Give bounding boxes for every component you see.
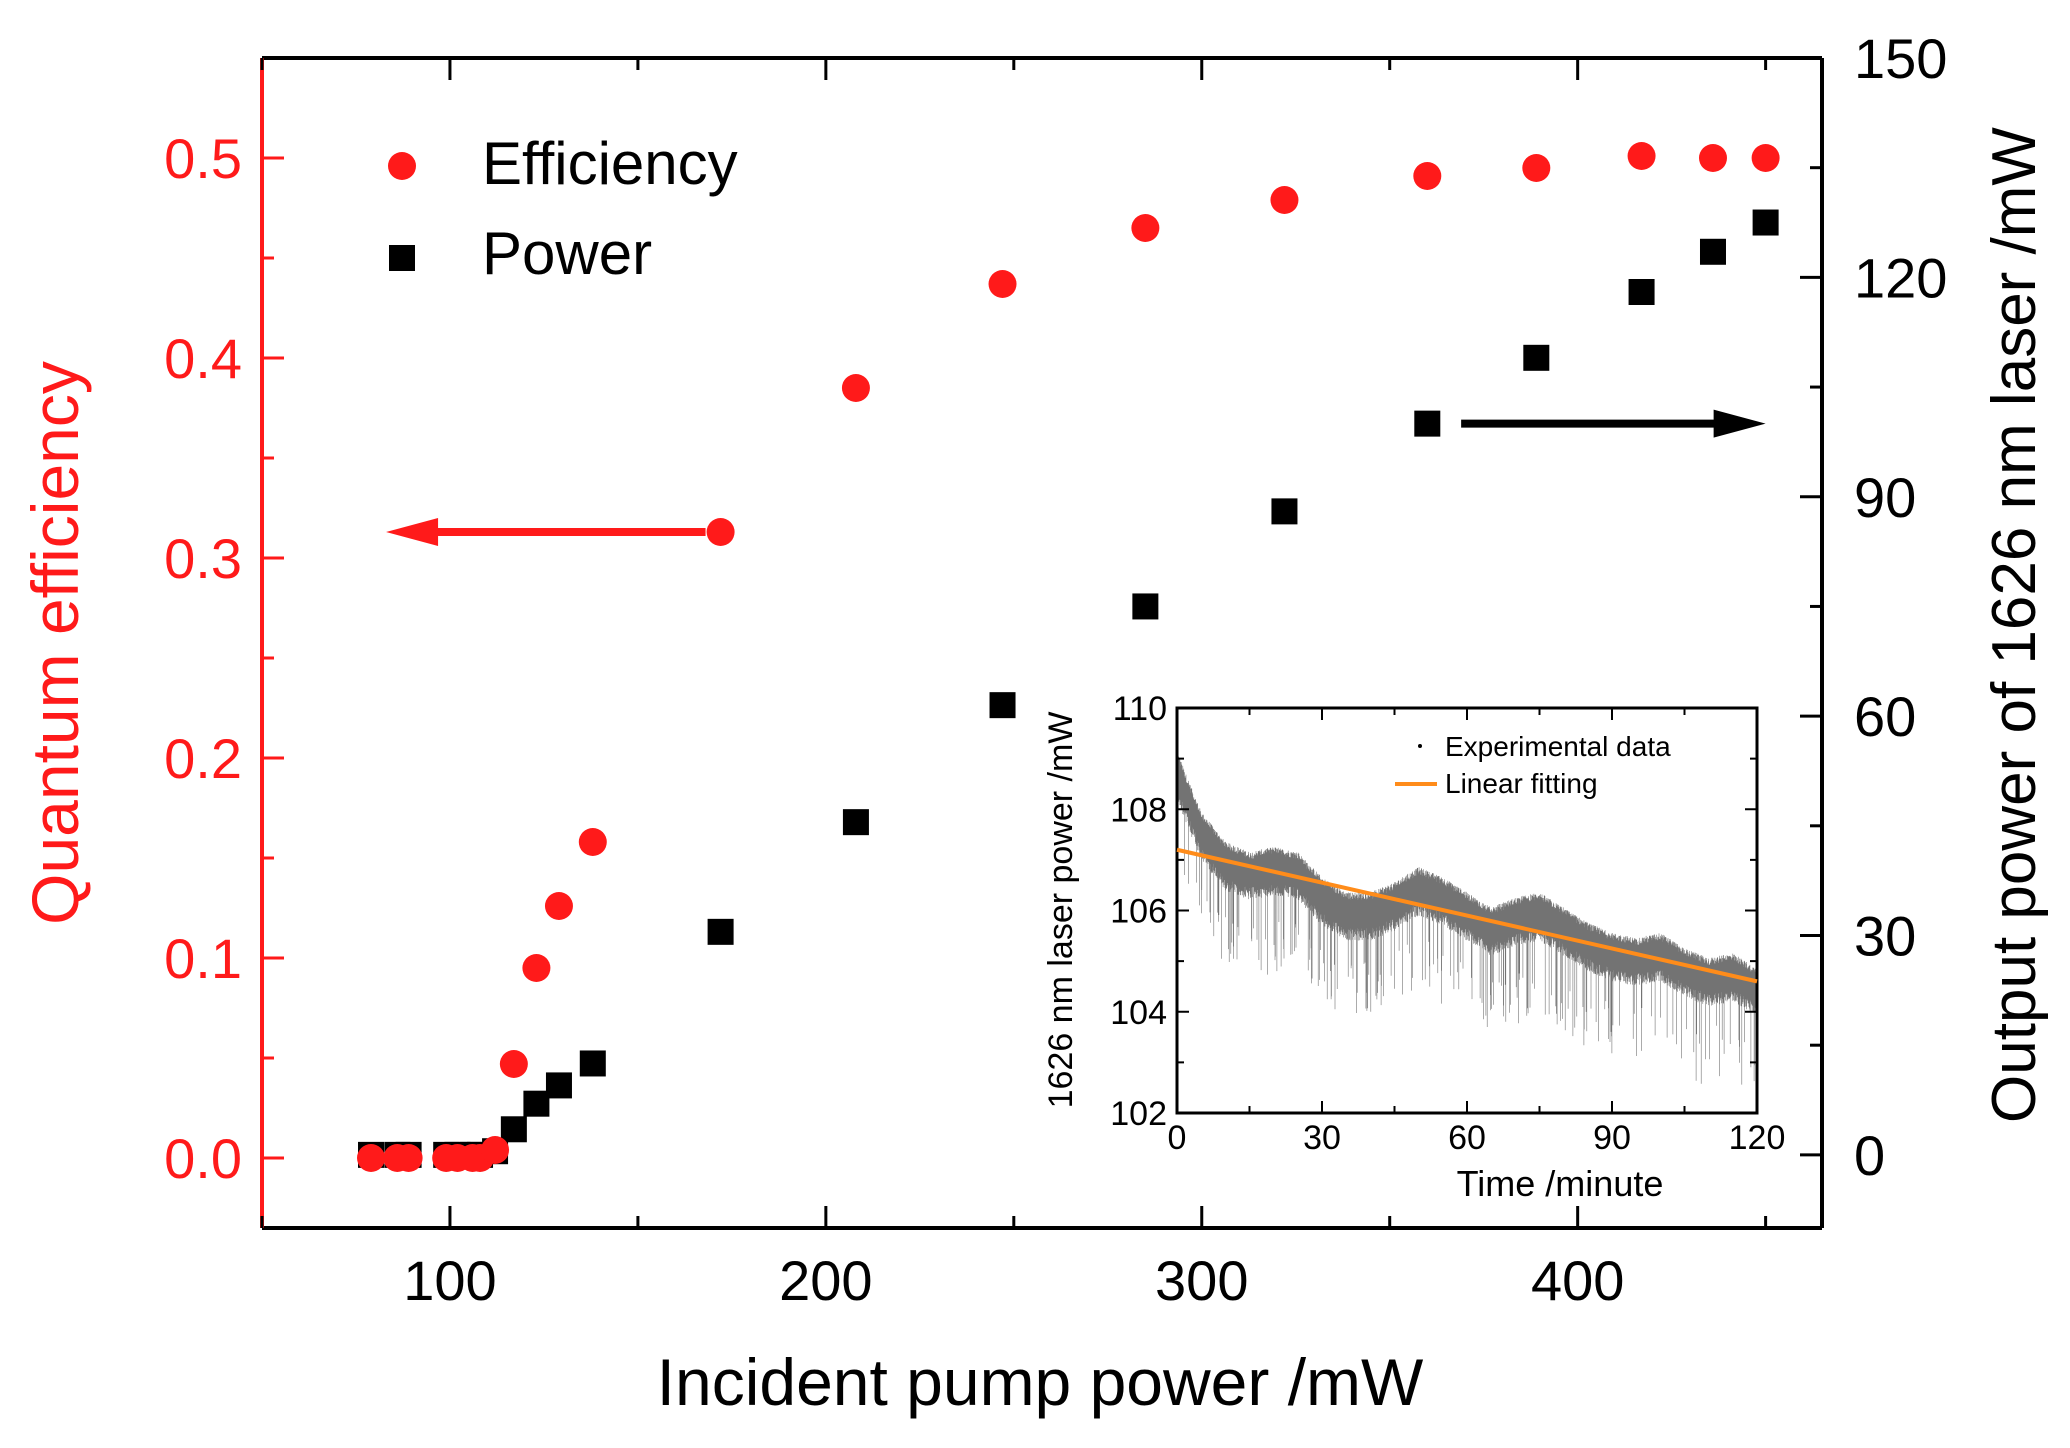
power-point bbox=[500, 1116, 527, 1143]
power-arrow-head bbox=[1713, 409, 1766, 438]
x-tick-label: 100 bbox=[403, 1249, 496, 1312]
left-y-axis-label: Quantum efficiency bbox=[18, 361, 92, 925]
inset-x-tick-label: 0 bbox=[1168, 1119, 1187, 1157]
inset-legend-linear-fitting: Linear fitting bbox=[1445, 768, 1598, 799]
inset-x-tick-label: 60 bbox=[1448, 1119, 1486, 1157]
legend-label-power: Power bbox=[482, 220, 652, 287]
efficiency-axis-arrow bbox=[386, 518, 706, 546]
x-axis-label: Incident pump power /mW bbox=[657, 1345, 1424, 1419]
inset-x-tick-label: 90 bbox=[1593, 1119, 1631, 1157]
efficiency-point bbox=[841, 374, 870, 402]
power-axis-arrow bbox=[1461, 409, 1766, 438]
power-point bbox=[1628, 279, 1655, 305]
right-y-tick-label: 150 bbox=[1854, 27, 1947, 90]
left-y-tick-label: 0.2 bbox=[164, 727, 242, 790]
power-point bbox=[523, 1090, 550, 1117]
efficiency-point bbox=[1270, 186, 1299, 214]
inset-y-tick-label: 102 bbox=[1110, 1095, 1167, 1133]
x-tick-label: 200 bbox=[779, 1249, 872, 1312]
power-point bbox=[707, 918, 734, 945]
right-y-tick-label: 0 bbox=[1854, 1124, 1885, 1187]
left-y-tick-label: 0.0 bbox=[164, 1127, 242, 1190]
main-plot: 100 200 300 4000.00.10.20.30.40.50306090120… bbox=[164, 27, 1947, 1312]
power-point bbox=[1752, 209, 1779, 236]
inset-experimental-trace bbox=[1176, 753, 1758, 1085]
inset-linear-fit-line bbox=[1176, 847, 1758, 984]
efficiency-point bbox=[578, 828, 607, 856]
left-y-tick-label: 0.4 bbox=[164, 327, 242, 390]
right-y-tick-label: 30 bbox=[1854, 905, 1916, 968]
inset-labels: Time /minute 1626 nm laser power /mW Exp… bbox=[1042, 712, 1671, 1204]
legend-marker-power bbox=[389, 245, 415, 271]
right-y-tick-label: 120 bbox=[1854, 246, 1947, 309]
efficiency-point bbox=[357, 1144, 386, 1172]
efficiency-point bbox=[1751, 144, 1780, 172]
inset-x-tick-label: 120 bbox=[1729, 1119, 1786, 1157]
inset-plot: 0 30 60 90 120 102 104 106 108 110 bbox=[1110, 690, 1785, 1157]
efficiency-point bbox=[1131, 214, 1160, 242]
efficiency-point bbox=[988, 270, 1017, 298]
left-y-tick-label: 0.3 bbox=[164, 527, 242, 590]
power-point bbox=[842, 809, 869, 836]
efficiency-point bbox=[544, 892, 573, 920]
efficiency-point bbox=[1413, 162, 1442, 190]
power-point bbox=[1414, 410, 1441, 437]
power-point bbox=[1699, 238, 1726, 265]
inset-experimental-data bbox=[1176, 753, 1758, 1085]
efficiency-point bbox=[1522, 154, 1551, 182]
inset-y-tick-label: 106 bbox=[1110, 893, 1167, 931]
legend: Efficiency Power bbox=[388, 130, 738, 287]
power-point bbox=[1523, 344, 1550, 371]
legend-label-efficiency: Efficiency bbox=[482, 130, 738, 197]
efficiency-arrow-head bbox=[386, 518, 439, 546]
x-tick-label: 400 bbox=[1531, 1249, 1624, 1312]
efficiency-point bbox=[1627, 142, 1656, 170]
efficiency-point bbox=[499, 1050, 528, 1078]
inset-y-tick-label: 104 bbox=[1110, 994, 1167, 1032]
inset-legend-experimental-marker bbox=[1418, 744, 1422, 748]
power-point bbox=[1132, 593, 1159, 620]
power-point bbox=[545, 1072, 572, 1099]
right-y-tick-label: 60 bbox=[1854, 685, 1916, 748]
inset-x-tick-label: 30 bbox=[1303, 1119, 1341, 1157]
inset-y-axis-label: 1626 nm laser power /mW bbox=[1042, 712, 1080, 1109]
left-y-tick-label: 0.1 bbox=[164, 927, 242, 990]
efficiency-point bbox=[706, 518, 735, 546]
power-point bbox=[989, 692, 1016, 719]
main-axis-labels: Incident pump power /mW Quantum efficien… bbox=[18, 127, 2049, 1419]
left-y-tick-label: 0.5 bbox=[164, 127, 242, 190]
power-point bbox=[579, 1050, 606, 1077]
efficiency-point bbox=[481, 1136, 510, 1164]
efficiency-point bbox=[522, 954, 551, 982]
legend-marker-efficiency bbox=[388, 152, 416, 180]
inset-x-axis-label: Time /minute bbox=[1457, 1163, 1664, 1204]
inset-y-tick-label: 108 bbox=[1110, 791, 1167, 829]
inset-legend-experimental: Experimental data bbox=[1445, 731, 1671, 762]
inset-y-tick-label: 110 bbox=[1113, 690, 1167, 728]
efficiency-point bbox=[394, 1144, 423, 1172]
efficiency-point bbox=[1698, 144, 1727, 172]
right-y-tick-label: 90 bbox=[1854, 466, 1916, 529]
x-tick-label: 300 bbox=[1155, 1249, 1248, 1312]
right-y-axis-label: Output power of 1626 nm laser /mW bbox=[1980, 127, 2049, 1123]
power-point bbox=[1271, 498, 1298, 525]
